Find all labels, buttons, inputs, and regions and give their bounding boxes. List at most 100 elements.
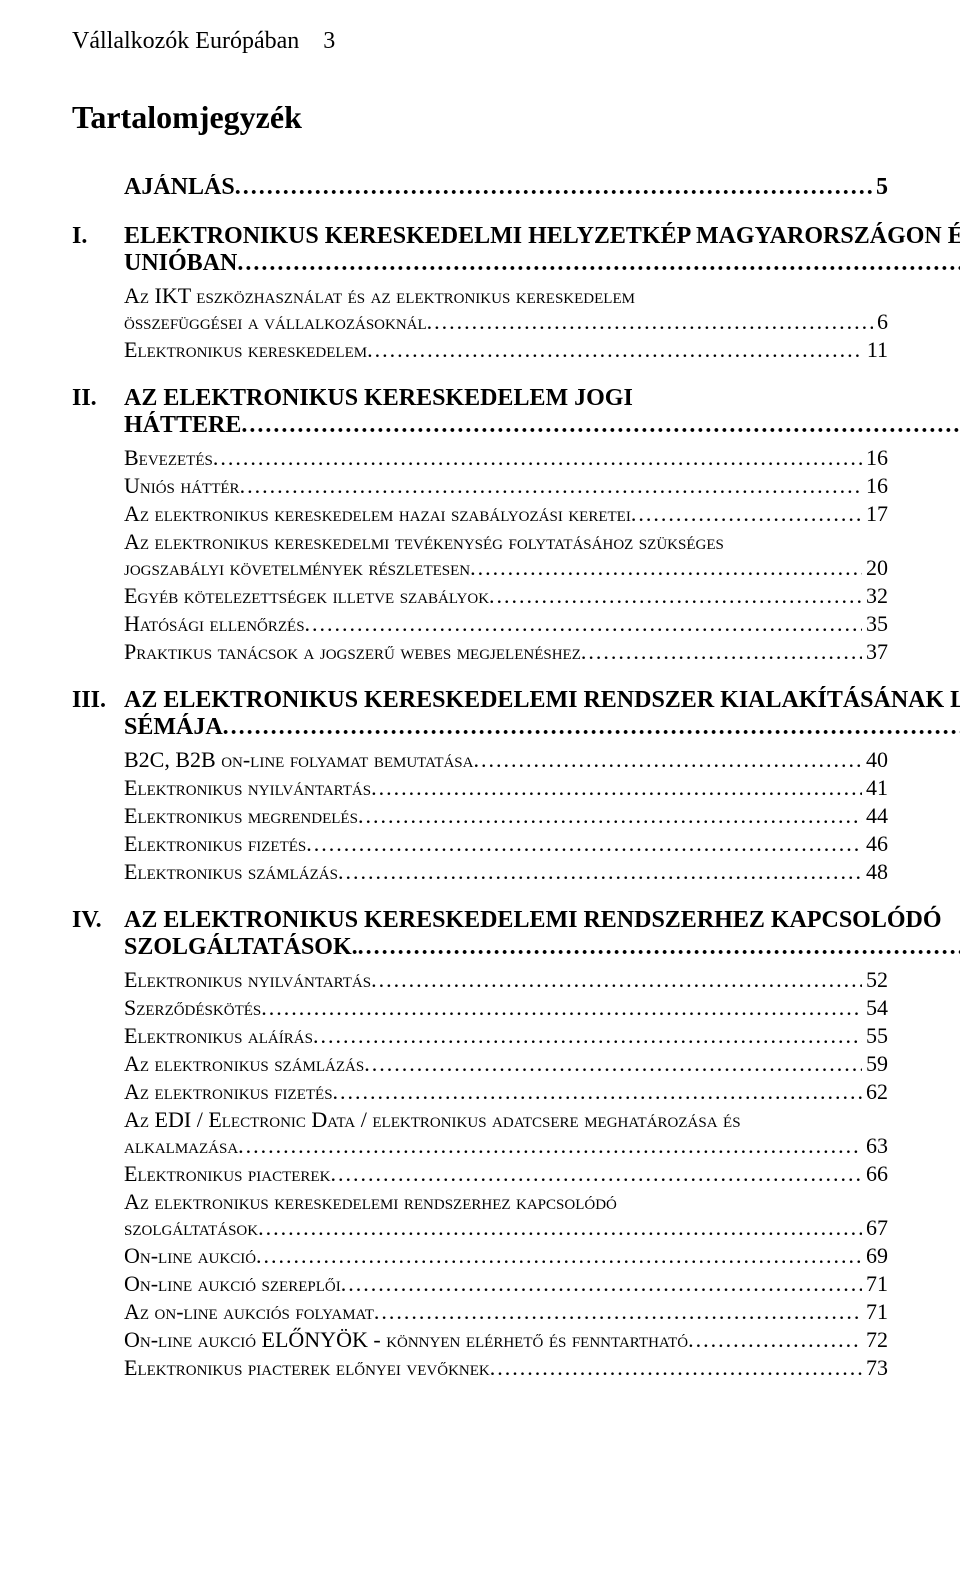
toc-sub-label: Elektronikus megrendelés [124, 803, 358, 829]
toc-sub-page: 44 [862, 803, 888, 829]
toc-leader-dots [364, 1051, 862, 1077]
toc-sub-lastrow: alkalmazása63 [124, 1133, 888, 1159]
toc-sub-page: 72 [862, 1327, 888, 1353]
toc-section-number: IV. [72, 907, 124, 934]
toc-section-page: 5 [872, 174, 888, 201]
toc-sub-lastrow: jogszabályi követelmények részletesen20 [124, 555, 888, 581]
toc-section-label-lastrow: SÉMÁJA40 [124, 714, 960, 741]
toc-sub-entry: Szerződéskötés54 [124, 995, 888, 1021]
toc-sub-block: Bevezetés 16Uniós háttér 16 Az elektronikus… [72, 445, 888, 665]
toc-section-label-block: ELEKTRONIKUS KERESKEDELMI HELYZETKÉP MAG… [124, 223, 960, 277]
header-title: Vállalkozók Európában [72, 28, 299, 54]
toc-sub-entry: Az elektronikus kereskedelem hazai szabá… [124, 501, 888, 527]
toc-sub-page: 71 [862, 1271, 888, 1297]
page-header: Vállalkozók Európában 3 [72, 28, 888, 55]
toc-sub-page: 17 [862, 501, 888, 527]
toc-section-label-block: AZ ELEKTRONIKUS KERESKEDELEMI RENDSZER K… [124, 687, 960, 741]
toc-section-label-block: AZ ELEKTRONIKUS KERESKEDELEM JOGIHÁTTERE… [124, 385, 960, 439]
toc-sub-page: 46 [862, 831, 888, 857]
toc-leader-dots [240, 473, 862, 499]
toc-sub-label: Szerződéskötés [124, 995, 261, 1021]
toc-sub-label-line: Az elektronikus kereskedelemi rendszerhe… [124, 1189, 888, 1215]
toc-leader-dots [333, 1079, 862, 1105]
toc-sub-label: Bevezetés [124, 445, 213, 471]
toc-sub-label: Elektronikus piacterek [124, 1161, 330, 1187]
toc-sub-label: Uniós háttér [124, 473, 240, 499]
toc-sub-entry: Praktikus tanácsok a jogszerű webes megj… [124, 639, 888, 665]
toc-sub-block: B2C, B2B on-line folyamat bemutatása40El… [72, 747, 888, 885]
toc-sub-entry: Bevezetés 16 [124, 445, 888, 471]
toc-leader-dots [490, 1355, 862, 1381]
toc-leader-dots [306, 831, 862, 857]
toc-sub-entry: Egyéb kötelezettségek illetve szabályok3… [124, 583, 888, 609]
toc-sub-label: Elektronikus számlázás [124, 859, 338, 885]
toc-sub-page: 71 [862, 1299, 888, 1325]
toc-sub-page: 48 [862, 859, 888, 885]
toc-leader-dots [238, 1133, 862, 1159]
toc-section-number: I. [72, 223, 124, 250]
toc-sub-entry: Elektronikus nyilvántartás52 [124, 967, 888, 993]
toc-leader-dots [581, 639, 862, 665]
toc-sub-page: 66 [862, 1161, 888, 1187]
toc-sub-entry: Az IKT eszközhasználat és az elektroniku… [124, 283, 888, 335]
toc-sub-entry: Az elektronikus fizetés 62 [124, 1079, 888, 1105]
toc-sub-label-lastline: alkalmazása [124, 1133, 238, 1159]
toc-sub-label: Az on-line aukciós folyamat [124, 1299, 374, 1325]
toc-section-number: III. [72, 687, 124, 714]
toc-sub-block: Az IKT eszközhasználat és az elektroniku… [72, 283, 888, 363]
toc-leader-dots [371, 967, 862, 993]
toc-sub-label: On-line aukció ELŐNYÖK - könnyen elérhet… [124, 1327, 688, 1353]
toc-sub-entry: Hatósági ellenőrzés35 [124, 611, 888, 637]
toc-leader-dots [223, 714, 960, 741]
toc-leader-dots [371, 775, 862, 801]
toc-leader-dots [258, 1215, 862, 1241]
toc-sub-entry: Elektronikus kereskedelem11 [124, 337, 888, 363]
toc-sub-page: 62 [862, 1079, 888, 1105]
toc-sub-page: 67 [862, 1215, 888, 1241]
toc-leader-dots [427, 309, 873, 335]
toc-sub-label: Az elektronikus számlázás [124, 1051, 364, 1077]
toc-leader-dots [688, 1327, 862, 1353]
toc-section-label-lastword: SÉMÁJA [124, 714, 223, 741]
toc-sub-label-line: Az EDI / Electronic Data / elektronikus … [124, 1107, 888, 1133]
toc-leader-dots [338, 859, 862, 885]
toc-sub-entry: Az elektronikus kereskedelemi rendszerhe… [124, 1189, 888, 1241]
toc-sub-label: Elektronikus piacterek előnyei vevőknek [124, 1355, 490, 1381]
toc-section-label-lastrow: UNIÓBAN6 [124, 250, 960, 277]
toc-leader-dots [489, 583, 862, 609]
toc-sub-label: On-line aukció szereplői [124, 1271, 341, 1297]
toc-section-label-lastword: SZOLGÁLTATÁSOK. [124, 934, 358, 961]
toc-leader-dots [330, 1161, 862, 1187]
toc-leader-dots [305, 611, 862, 637]
toc-section-label-part1: ELEKTRONIKUS KERESKEDELMI HELYZETKÉP MAG… [124, 223, 960, 250]
toc-section-label-lastword: HÁTTERE [124, 412, 241, 439]
toc-section-label-part1: AZ ELEKTRONIKUS KERESKEDELEMI RENDSZER K… [124, 687, 960, 714]
toc-sub-label: Elektronikus nyilvántartás [124, 775, 371, 801]
toc-sub-page: 11 [863, 337, 888, 363]
toc-sub-page: 41 [862, 775, 888, 801]
toc-sub-entry: Elektronikus piacterek előnyei vevőknek7… [124, 1355, 888, 1381]
toc-leader-dots [241, 412, 960, 439]
toc-section-heading: I.ELEKTRONIKUS KERESKEDELMI HELYZETKÉP M… [72, 223, 888, 277]
toc-leader-dots [374, 1299, 862, 1325]
toc-sub-label: Egyéb kötelezettségek illetve szabályok [124, 583, 489, 609]
toc-title: Tartalomjegyzék [72, 99, 888, 136]
toc-section-body: AJÁNLÁS 5 [124, 174, 888, 201]
toc-section-label-lastword: UNIÓBAN [124, 250, 237, 277]
toc-sub-page: 16 [862, 445, 888, 471]
toc-sub-label: Elektronikus fizetés [124, 831, 306, 857]
header-page-number: 3 [323, 28, 335, 54]
toc-sub-lastrow: szolgáltatások 67 [124, 1215, 888, 1241]
toc-sub-entry: Az on-line aukciós folyamat 71 [124, 1299, 888, 1325]
toc-leader-dots [256, 1243, 862, 1269]
toc-leader-dots [235, 174, 872, 201]
toc-sub-entry: Az elektronikus számlázás59 [124, 1051, 888, 1077]
toc-section-label-part1: AZ ELEKTRONIKUS KERESKEDELEMI RENDSZERHE… [124, 907, 960, 934]
toc-sub-label-lastline: szolgáltatások [124, 1215, 258, 1241]
toc-leader-dots [313, 1023, 862, 1049]
toc-section-label: AJÁNLÁS [124, 174, 235, 201]
toc-sub-page: 69 [862, 1243, 888, 1269]
toc-sub-page: 20 [862, 555, 888, 581]
toc-sub-label: Az elektronikus fizetés [124, 1079, 333, 1105]
toc-sub-label: Elektronikus nyilvántartás [124, 967, 371, 993]
